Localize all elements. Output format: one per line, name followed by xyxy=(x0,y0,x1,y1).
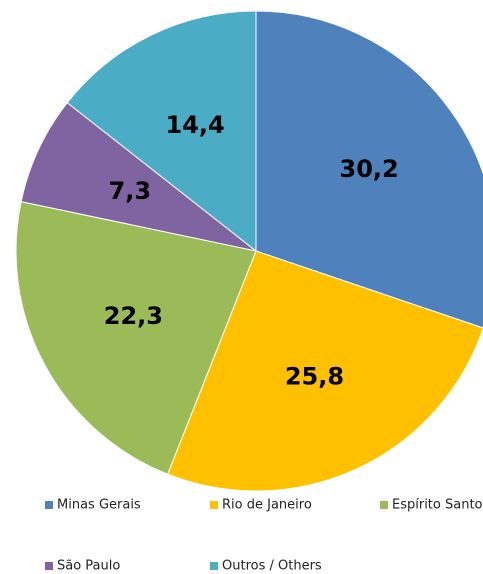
legend-swatch xyxy=(210,562,218,570)
legend-label: Outros / Others xyxy=(222,559,322,574)
legend-label: Rio de Janeiro xyxy=(222,498,312,513)
pie-slice xyxy=(66,10,257,253)
data-label: 14,4 xyxy=(166,111,225,139)
legend-label: Minas Gerais xyxy=(57,498,141,513)
legend-swatch xyxy=(45,501,53,509)
legend-label: Espírito Santo xyxy=(392,498,483,513)
legend-swatch xyxy=(45,562,53,570)
data-label: 7,3 xyxy=(109,177,152,205)
legend-swatch xyxy=(210,501,218,509)
data-label: 25,8 xyxy=(285,362,344,390)
data-label: 30,2 xyxy=(340,155,399,183)
legend-label: São Paulo xyxy=(57,559,120,574)
pie-slice xyxy=(255,10,483,329)
legend-swatch xyxy=(380,501,388,509)
data-label: 22,3 xyxy=(104,302,163,330)
pie-slice xyxy=(20,102,257,252)
pie-slice xyxy=(15,201,257,475)
pie-slice xyxy=(167,250,483,492)
